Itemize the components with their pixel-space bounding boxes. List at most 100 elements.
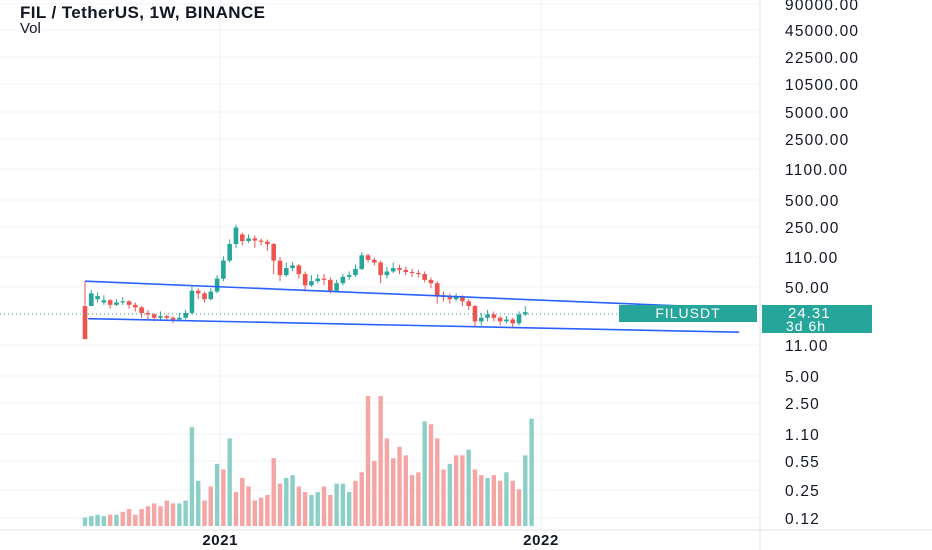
volume-bar: [340, 483, 346, 526]
volume-bar: [384, 438, 390, 526]
volume-bar: [422, 421, 427, 526]
volume-bar: [158, 506, 163, 526]
candle-body: [328, 279, 333, 291]
candle-body: [422, 274, 427, 280]
volume-bar: [409, 475, 415, 526]
candle-body: [265, 241, 270, 245]
volume-bar: [403, 455, 408, 526]
trendline[interactable]: [84, 280, 715, 309]
candle-body: [403, 269, 409, 272]
volume-bar: [460, 455, 465, 526]
trendline[interactable]: [88, 317, 740, 334]
candle-body: [353, 269, 358, 276]
candle-body: [189, 290, 195, 313]
candle-body: [447, 297, 453, 300]
candle: [472, 304, 478, 328]
volume-bar: [290, 475, 295, 526]
volume-bar: [82, 517, 88, 526]
candle: [372, 257, 377, 266]
candle: [290, 262, 295, 272]
volume-bar: [328, 494, 333, 526]
candle: [189, 286, 195, 315]
trendlines[interactable]: [84, 280, 740, 334]
candle-body: [296, 265, 302, 275]
volume-bar: [497, 480, 503, 526]
candle: [139, 306, 144, 318]
candle: [504, 316, 509, 324]
volume-bar: [189, 427, 195, 526]
volume-bar: [114, 514, 119, 526]
candle: [516, 311, 522, 326]
volume-bar: [196, 480, 201, 526]
volume-bar: [252, 500, 258, 526]
y-tick-label: 5.00: [785, 369, 820, 386]
volume-bar: [472, 469, 478, 526]
volume-bar: [397, 446, 402, 526]
price-tag: 24.31 3d 6h: [762, 305, 872, 334]
volume-bar: [284, 477, 289, 526]
volume-bar: [151, 503, 157, 526]
y-tick-label: 0.25: [785, 483, 820, 500]
volume-bar: [101, 516, 107, 526]
volume-bar: [315, 492, 320, 526]
candle: [239, 232, 245, 246]
candles: [82, 224, 528, 340]
volume-bar: [523, 455, 528, 526]
candle-body: [340, 276, 346, 284]
candle-body: [271, 244, 276, 261]
candle-body: [82, 306, 88, 340]
candle: [158, 311, 163, 320]
volume-label: Vol: [20, 20, 41, 37]
candle-body: [283, 268, 289, 276]
volume-bar: [309, 494, 314, 526]
volume-bar: [208, 486, 213, 526]
y-tick-label: 0.12: [785, 511, 820, 528]
candle-body: [107, 300, 113, 305]
candle: [409, 269, 415, 277]
candle: [265, 239, 270, 251]
candle-body: [290, 265, 295, 269]
candle: [221, 256, 226, 282]
candle: [403, 266, 409, 276]
candle-body: [378, 262, 383, 276]
volume-bar: [240, 477, 245, 526]
candle-body: [214, 278, 220, 292]
candle-body: [120, 301, 126, 303]
candle: [434, 281, 440, 304]
candle-body: [202, 293, 207, 300]
time-axis[interactable]: 2021 2022: [202, 532, 559, 549]
candle-body: [139, 307, 144, 313]
volume-bar: [277, 483, 283, 526]
volume-bar: [296, 486, 302, 526]
volume-bar: [365, 396, 371, 526]
volume-bar: [516, 489, 522, 526]
candle-body: [239, 234, 245, 242]
volume-bar: [391, 458, 396, 526]
price-axis[interactable]: 90000.00 45000.00 22500.00 10500.00 5000.00 2…: [785, 0, 859, 528]
candle-body: [409, 271, 415, 274]
candle: [346, 271, 352, 280]
price-tag-countdown: 3d 6h: [786, 318, 826, 334]
candle: [466, 299, 471, 311]
x-tick-label: 2021: [202, 532, 238, 549]
candle: [422, 271, 427, 283]
candle: [82, 281, 88, 340]
candle: [145, 310, 151, 320]
volume-bar: [139, 509, 144, 526]
candle-body: [428, 279, 434, 284]
candle-body: [478, 317, 484, 322]
candle: [214, 275, 220, 294]
candle-body: [491, 314, 497, 318]
volume-bar: [441, 469, 446, 526]
candle: [283, 262, 289, 277]
volume-bar: [359, 472, 364, 526]
volume-bar: [89, 516, 94, 526]
candle-body: [88, 293, 94, 307]
volume-bar: [435, 438, 440, 526]
candle-body: [227, 244, 232, 261]
y-tick-label: 250.00: [785, 220, 840, 237]
candle-body: [95, 296, 100, 300]
candle: [491, 311, 497, 322]
volume-bars: [82, 396, 534, 526]
